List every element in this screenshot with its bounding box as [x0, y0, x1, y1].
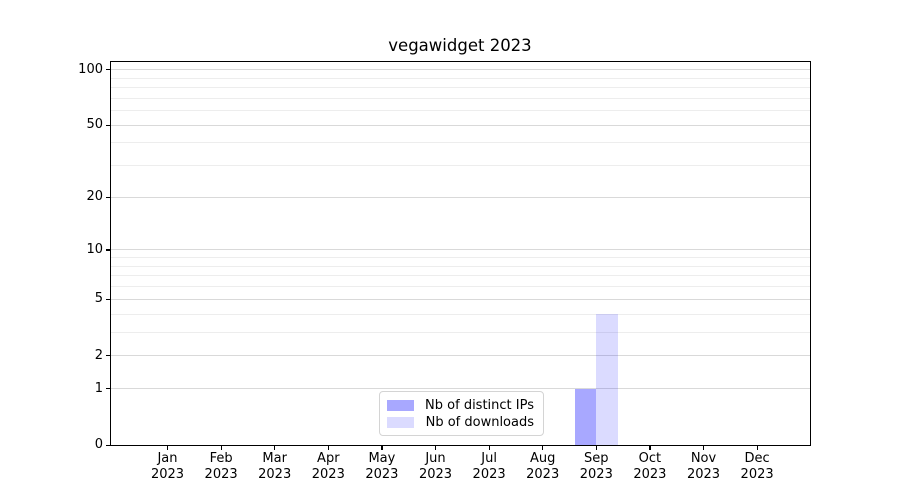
y-tick-mark [106, 355, 110, 357]
x-tick-mark [703, 446, 705, 450]
legend-item-distinct-ips: Nb of distinct IPs [387, 398, 534, 413]
y-tick-label: 10 [86, 241, 103, 257]
x-tick-label: Aug 2023 [511, 451, 575, 483]
y-tick-label: 50 [86, 117, 103, 133]
gridline-major [111, 124, 810, 126]
gridline-major [111, 69, 810, 71]
y-tick-mark [106, 249, 110, 251]
legend-swatch-downloads [387, 417, 414, 428]
y-tick-mark [106, 444, 110, 446]
x-tick-mark [327, 446, 329, 450]
x-tick-year: 2023 [740, 467, 774, 482]
gridline-major [111, 388, 810, 390]
x-tick-label: Oct 2023 [618, 451, 682, 483]
y-tick-mark [106, 388, 110, 390]
legend-swatch-distinct-ips [387, 400, 414, 411]
chart-title: vegawidget 2023 [388, 36, 532, 55]
x-tick-year: 2023 [686, 467, 721, 482]
x-tick-label: May 2023 [350, 451, 414, 483]
x-tick-year: 2023 [418, 467, 453, 482]
x-tick-year: 2023 [311, 467, 345, 482]
gridline-minor [111, 286, 810, 288]
y-tick-mark [106, 298, 110, 300]
x-tick-month: Dec [744, 451, 770, 466]
gridline-minor [111, 142, 810, 144]
x-tick-mark [488, 446, 490, 450]
y-tick-mark [106, 69, 110, 71]
y-tick-label: 5 [94, 291, 103, 307]
x-tick-label: Sep 2023 [564, 451, 628, 483]
y-tick-label: 20 [86, 189, 103, 205]
x-tick-mark [595, 446, 597, 450]
gridline-major [111, 249, 810, 251]
x-tick-month: Jan [157, 451, 178, 466]
gridline-minor [111, 77, 810, 79]
gridline-minor [111, 331, 810, 333]
x-tick-mark [435, 446, 437, 450]
x-tick-month: Jun [425, 451, 446, 466]
x-tick-mark [167, 446, 169, 450]
plot-area [110, 61, 811, 446]
legend-label-distinct-ips: Nb of distinct IPs [425, 398, 534, 413]
y-tick-label: 1 [94, 380, 103, 396]
x-tick-mark [220, 446, 222, 450]
y-tick-mark [106, 196, 110, 199]
legend: Nb of distinct IPs Nb of downloads [379, 391, 544, 436]
legend-item-downloads: Nb of downloads [387, 415, 534, 430]
x-tick-year: 2023 [633, 467, 667, 482]
x-tick-month: Mar [262, 451, 287, 466]
x-tick-label: Nov 2023 [672, 451, 736, 483]
gridline-minor [111, 110, 810, 112]
gridline-minor [111, 275, 810, 277]
gridline-minor [111, 265, 810, 267]
x-tick-mark [649, 446, 651, 450]
x-tick-month: Nov [690, 451, 717, 466]
gridline-minor [111, 165, 810, 167]
legend-label-downloads: Nb of downloads [425, 415, 534, 430]
gridline-minor [111, 87, 810, 89]
gridline-major [111, 355, 810, 357]
x-tick-month: Feb [209, 451, 233, 466]
x-tick-year: 2023 [365, 467, 399, 482]
x-tick-label: Jan 2023 [136, 451, 200, 483]
y-tick-label: 0 [94, 437, 103, 452]
y-tick-label: 2 [94, 347, 103, 363]
x-tick-label: Feb 2023 [189, 451, 253, 483]
x-tick-mark [274, 446, 276, 450]
x-tick-year: 2023 [204, 467, 238, 482]
x-tick-label: Mar 2023 [243, 451, 307, 483]
x-tick-mark [542, 446, 544, 450]
x-tick-month: Sep [584, 451, 609, 466]
x-tick-year: 2023 [258, 467, 292, 482]
x-tick-month: Aug [529, 451, 556, 466]
x-tick-year: 2023 [150, 467, 185, 482]
x-tick-year: 2023 [472, 467, 506, 482]
x-tick-label: Dec 2023 [725, 451, 789, 483]
x-tick-year: 2023 [579, 467, 613, 482]
x-tick-mark [756, 446, 758, 450]
y-tick-label: 100 [78, 61, 103, 77]
x-tick-label: Jun 2023 [404, 451, 468, 483]
gridline-minor [111, 97, 810, 99]
x-tick-label: Apr 2023 [296, 451, 360, 483]
x-tick-month: May [368, 451, 396, 466]
y-tick-mark [106, 124, 110, 126]
bar-downloads [596, 314, 618, 445]
x-tick-month: Jul [481, 451, 497, 466]
x-tick-month: Apr [317, 451, 340, 466]
bar-distinct-ips [574, 388, 597, 445]
x-tick-mark [381, 446, 383, 450]
gridline-major [111, 196, 810, 198]
x-tick-month: Oct [638, 451, 662, 466]
x-tick-label: Jul 2023 [457, 451, 521, 483]
x-tick-year: 2023 [526, 467, 560, 482]
gridline-major [111, 298, 810, 300]
gridline-minor [111, 313, 810, 315]
gridline-minor [111, 257, 810, 259]
